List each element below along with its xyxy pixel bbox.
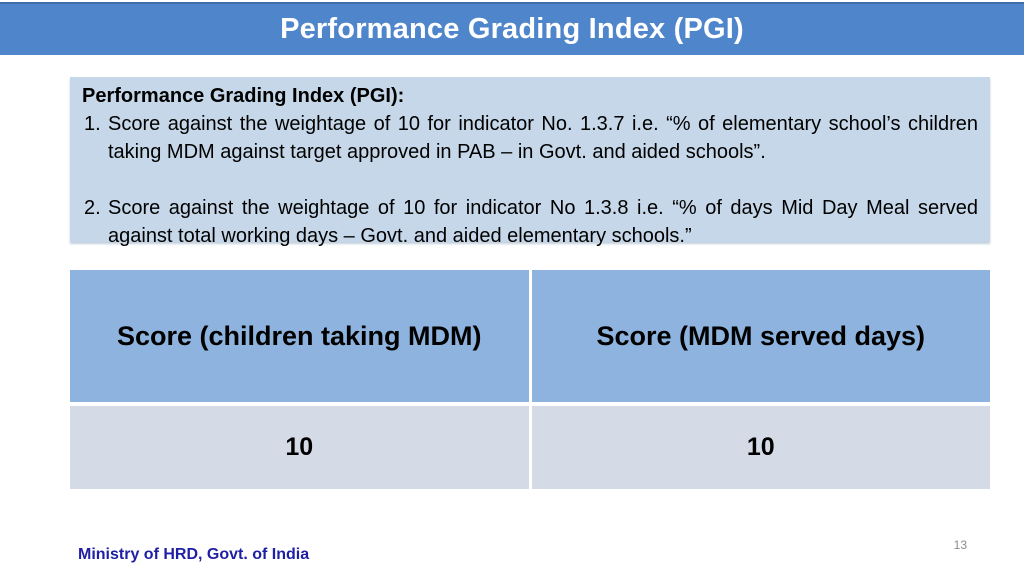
header-cell-mdm-served-days: Score (MDM served days) <box>531 270 990 402</box>
score-table-data-row: 10 10 <box>70 406 990 489</box>
data-cell-mdm-served-days-score: 10 <box>531 406 990 489</box>
pgi-info-box: Performance Grading Index (PGI): 1. Scor… <box>70 77 990 247</box>
slide-title-bar: Performance Grading Index (PGI) <box>0 2 1024 55</box>
score-table-header-row: Score (children taking MDM) Score (MDM s… <box>70 270 990 402</box>
info-item-1: 1. Score against the weightage of 10 for… <box>82 110 978 166</box>
info-item-2-number: 2. <box>84 197 101 219</box>
info-item-2: 2. Score against the weightage of 10 for… <box>82 194 978 250</box>
header-cell-children-taking-mdm: Score (children taking MDM) <box>70 270 529 402</box>
info-item-1-number: 1. <box>84 113 101 135</box>
info-item-1-text: Score against the weightage of 10 for in… <box>108 113 978 163</box>
data-cell-children-taking-mdm-score: 10 <box>70 406 529 489</box>
page-number: 13 <box>953 538 967 552</box>
info-item-2-text: Score against the weightage of 10 for in… <box>108 197 978 247</box>
footer-ministry-label: Ministry of HRD, Govt. of India <box>78 546 310 563</box>
score-table: Score (children taking MDM) Score (MDM s… <box>70 270 990 489</box>
slide-title: Performance Grading Index (PGI) <box>280 13 744 45</box>
info-box-heading: Performance Grading Index (PGI): <box>82 85 405 107</box>
